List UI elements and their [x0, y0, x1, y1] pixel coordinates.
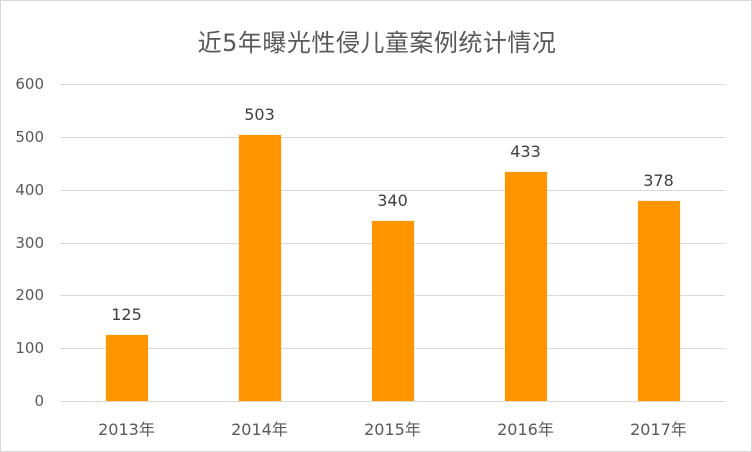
gridline-400 — [60, 189, 725, 191]
data-label: 340 — [377, 191, 408, 211]
plot-area: 125 503 340 433 378 — [60, 84, 725, 402]
y-tick-label: 600 — [15, 75, 44, 93]
bar-2015年[interactable] — [371, 221, 414, 401]
data-label: 125 — [111, 304, 142, 324]
gridline-500 — [60, 136, 725, 138]
y-tick-label: 300 — [15, 233, 44, 252]
x-tick-label: 2013年 — [98, 420, 155, 439]
y-tick-label: 100 — [15, 339, 44, 358]
y-tick-label: 0 — [34, 392, 44, 410]
bar-2016年[interactable] — [504, 172, 547, 401]
chart-title: 近5年曝光性侵儿童案例统计情况 — [197, 29, 557, 57]
x-tick-label: 2015年 — [364, 420, 421, 439]
gridline-600 — [60, 84, 725, 85]
bar-2017年[interactable] — [637, 201, 680, 401]
x-tick-label: 2016年 — [497, 420, 554, 439]
bar-2013年[interactable] — [105, 334, 148, 401]
y-tick-label: 200 — [15, 286, 44, 305]
x-tick-label: 2014年 — [231, 420, 288, 439]
data-label: 433 — [510, 142, 541, 162]
data-label: 503 — [244, 105, 275, 125]
data-label: 378 — [643, 171, 674, 191]
gridline-0 — [60, 401, 725, 402]
x-tick-label: 2017年 — [630, 420, 687, 439]
y-tick-label: 400 — [15, 180, 44, 199]
bar-2014年[interactable] — [238, 135, 281, 401]
y-tick-label: 500 — [15, 127, 44, 146]
